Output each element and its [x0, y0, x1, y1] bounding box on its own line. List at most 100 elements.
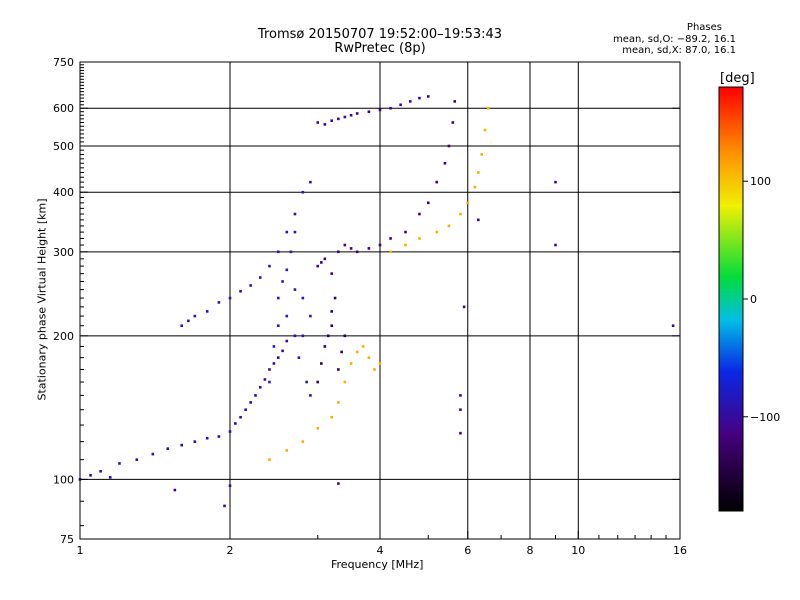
data-point-4-23: [483, 128, 487, 132]
data-point-1-14: [309, 394, 312, 397]
data-point-4-13: [389, 250, 392, 254]
data-point-0-21: [272, 362, 276, 365]
data-point-5-6: [355, 112, 359, 115]
data-point-2-14: [435, 180, 439, 184]
data-point-5-5: [349, 113, 353, 117]
data-point-3-0: [316, 380, 320, 384]
data-point-1-4: [281, 280, 284, 283]
data-point-1-11: [301, 334, 305, 338]
data-point-1-10: [297, 356, 301, 359]
data-point-4-8: [355, 350, 359, 354]
y-tick-label-6: 600: [53, 102, 74, 115]
data-point-0-25: [293, 334, 297, 338]
data-point-5-7: [367, 110, 371, 114]
data-point-0-6: [151, 452, 155, 456]
y-tick-label-7: 750: [53, 56, 74, 69]
data-point-5-2: [330, 119, 334, 122]
data-point-7-4: [459, 394, 462, 397]
data-point-4-11: [373, 368, 376, 371]
data-point-2-3: [330, 272, 334, 275]
data-point-4-0: [268, 458, 271, 461]
data-point-4-6: [343, 380, 347, 384]
data-point-1-15: [309, 314, 312, 318]
data-point-6-8: [258, 276, 262, 279]
data-point-6-2: [193, 314, 197, 318]
x-tick-label-0: 1: [77, 544, 84, 557]
colorbar-tick-label-2: −100: [750, 411, 780, 424]
data-point-3-6: [333, 296, 337, 300]
data-point-1-5: [285, 314, 289, 318]
data-point-5-3: [337, 117, 340, 121]
data-point-5-8: [378, 108, 382, 112]
data-point-2-18: [453, 100, 457, 103]
data-point-3-8: [340, 350, 343, 354]
data-point-0-11: [217, 435, 221, 438]
data-point-0-18: [258, 385, 262, 389]
data-point-6-4: [217, 301, 221, 304]
x-axis-label: Frequency [MHz]: [331, 558, 424, 571]
phase-stats-heading: Phases: [686, 22, 722, 33]
data-point-4-16: [435, 230, 439, 234]
data-point-2-7: [355, 250, 359, 254]
colorbar-label: [deg]: [720, 71, 755, 86]
data-point-4-20: [473, 185, 477, 189]
data-point-7-0: [173, 488, 177, 492]
data-point-4-4: [330, 415, 334, 419]
data-point-5-0: [316, 121, 320, 124]
data-point-0-17: [254, 394, 257, 397]
phase-stats-x: mean, sd,X: 87.0, 16.1: [622, 45, 736, 56]
data-point-7-7: [462, 305, 466, 309]
data-point-0-16: [249, 401, 252, 404]
data-point-0-19: [263, 378, 267, 381]
data-point-4-21: [477, 171, 480, 174]
phase-stats-o: mean, sd,O: −89.2, 16.1: [613, 34, 736, 45]
data-point-0-24: [285, 339, 289, 343]
x-tick-label-4: 8: [527, 544, 534, 557]
y-tick-label-4: 400: [53, 186, 74, 199]
data-point-2-11: [404, 230, 407, 234]
data-point-1-12: [301, 296, 305, 300]
data-point-5-10: [399, 103, 402, 107]
x-tick-label-6: 16: [673, 544, 687, 557]
data-point-5-1: [323, 123, 327, 126]
data-point-0-1: [89, 474, 92, 477]
data-point-6-13: [301, 190, 305, 194]
data-point-4-19: [466, 201, 470, 205]
data-point-7-11: [671, 324, 675, 328]
data-point-1-2: [276, 324, 280, 328]
y-axis-label: Stationary phase Virtual Height [km]: [35, 198, 49, 401]
data-point-2-0: [316, 264, 320, 268]
data-point-2-16: [447, 144, 451, 148]
x-tick-label-1: 2: [227, 544, 234, 557]
data-point-6-14: [309, 180, 312, 184]
chart-subtitle: RwPretec (8p): [334, 41, 426, 56]
data-points: [78, 95, 675, 508]
data-point-2-2: [323, 257, 327, 261]
data-point-2-6: [349, 247, 353, 250]
data-point-7-1: [223, 504, 226, 508]
data-point-0-8: [180, 443, 184, 447]
data-point-0-5: [135, 458, 139, 461]
data-point-0-10: [205, 436, 209, 440]
data-point-1-8: [293, 288, 297, 291]
data-point-4-12: [378, 362, 382, 365]
data-point-4-18: [459, 212, 462, 216]
data-point-4-22: [480, 153, 484, 156]
data-point-6-3: [205, 310, 209, 313]
data-point-7-9: [554, 180, 557, 184]
y-tick-label-3: 300: [53, 246, 74, 259]
data-point-6-0: [180, 324, 184, 328]
data-point-6-12: [293, 212, 297, 216]
data-point-3-9: [343, 334, 347, 338]
y-tick-label-0: 75: [60, 533, 74, 546]
x-tick-label-2: 4: [377, 544, 384, 557]
data-point-0-7: [166, 447, 170, 450]
data-point-2-5: [343, 243, 347, 247]
y-tick-label-5: 500: [53, 140, 74, 153]
data-point-2-10: [389, 237, 392, 240]
data-point-4-24: [487, 106, 490, 110]
data-point-5-12: [418, 96, 421, 100]
data-point-2-17: [451, 121, 455, 124]
data-point-1-0: [268, 380, 271, 384]
